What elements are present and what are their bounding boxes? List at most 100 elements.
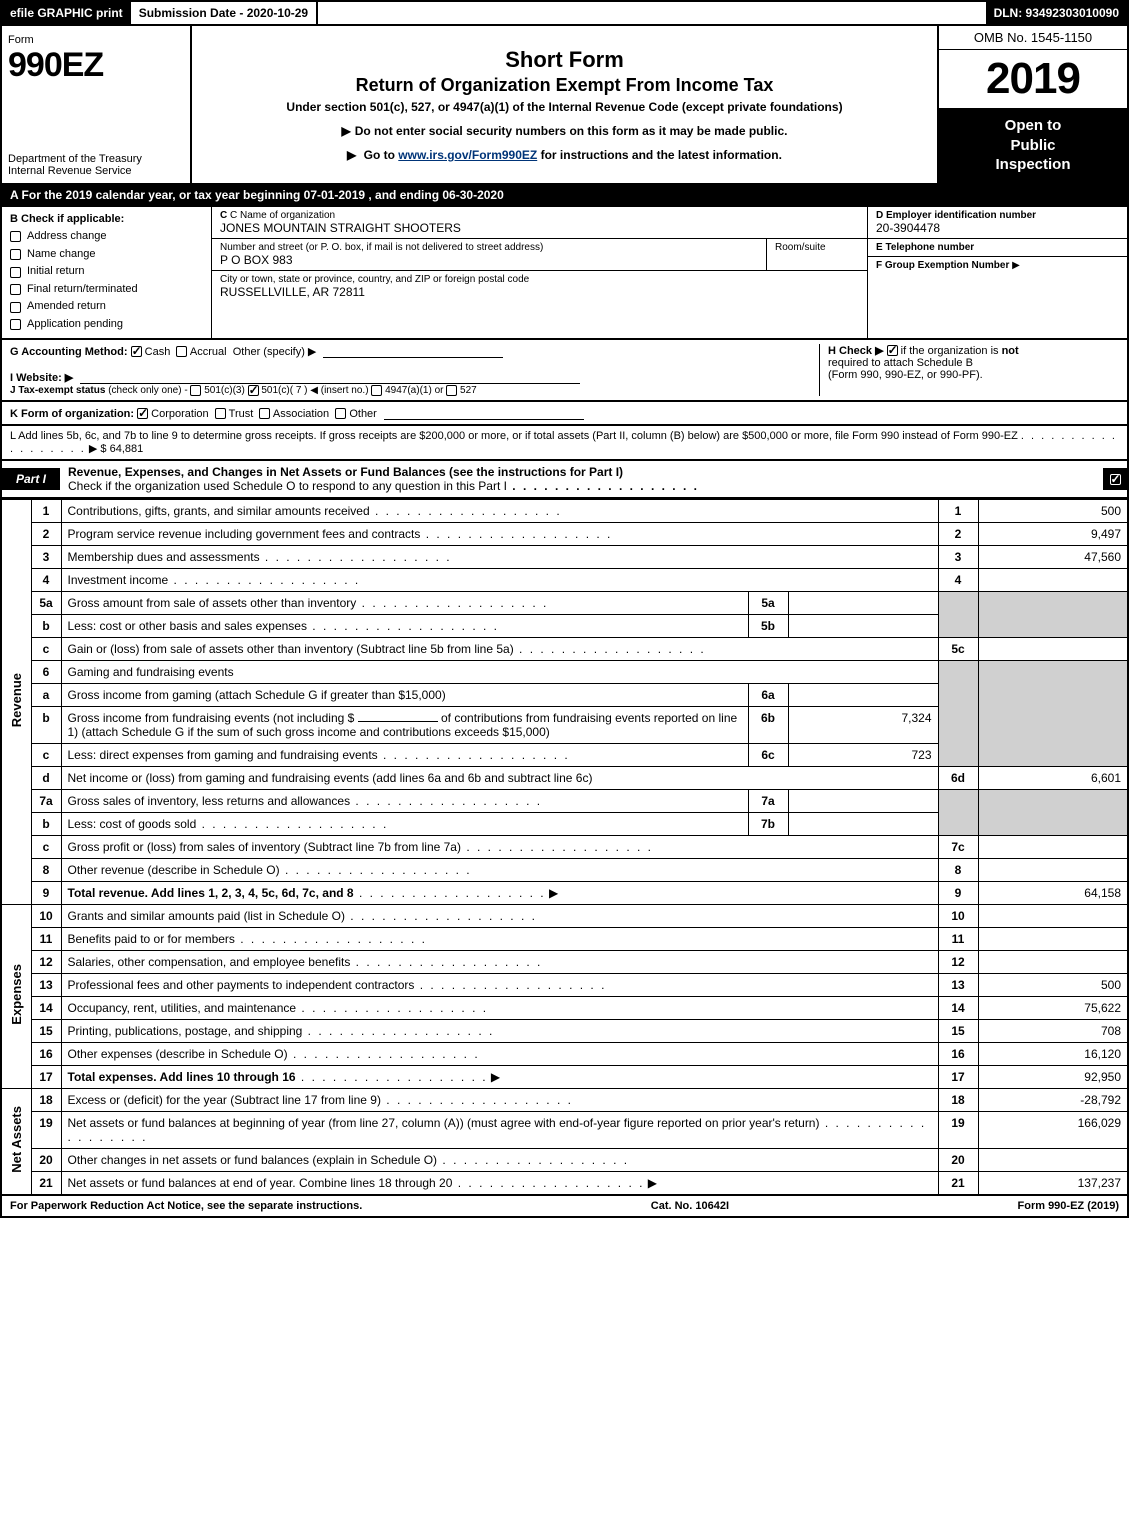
other-specify-input[interactable]	[323, 344, 503, 358]
line-3-col: 3	[938, 545, 978, 568]
h-text2: required to attach Schedule B	[828, 357, 973, 369]
line-7b-box: 7b	[748, 812, 788, 835]
checkbox-initial-return[interactable]	[10, 267, 21, 278]
footer-right: Form 990-EZ (2019)	[1018, 1200, 1120, 1212]
checkbox-name-change[interactable]	[10, 249, 21, 260]
line-7c-desc: Gross profit or (loss) from sales of inv…	[61, 835, 938, 858]
line-7b-boxamt	[788, 812, 938, 835]
label-cash: Cash	[145, 346, 171, 358]
part1-check[interactable]	[1103, 468, 1127, 490]
checkbox-final-return[interactable]	[10, 284, 21, 295]
label-corporation: Corporation	[151, 408, 208, 420]
shade-5b	[978, 591, 1128, 637]
line-17-amt: 92,950	[978, 1065, 1128, 1088]
label-insert-no: ◀ (insert no.)	[310, 385, 368, 396]
line-11-col: 11	[938, 927, 978, 950]
footer: For Paperwork Reduction Act Notice, see …	[0, 1196, 1129, 1218]
note-check-one: (check only one) -	[108, 385, 187, 396]
title-under: Under section 501(c), 527, or 4947(a)(1)…	[202, 100, 927, 114]
line-10-num: 10	[31, 904, 61, 927]
checkbox-trust[interactable]	[215, 408, 226, 419]
box-def: D Employer identification number 20-3904…	[867, 207, 1127, 338]
line-1-col: 1	[938, 499, 978, 522]
line-2-num: 2	[31, 522, 61, 545]
checkbox-accrual[interactable]	[176, 346, 187, 357]
line-16-amt: 16,120	[978, 1042, 1128, 1065]
value-city: RUSSELLVILLE, AR 72811	[220, 285, 859, 299]
line-18-amt: -28,792	[978, 1088, 1128, 1111]
checkbox-association[interactable]	[259, 408, 270, 419]
line-19-num: 19	[31, 1111, 61, 1148]
checkbox-4947[interactable]	[371, 385, 382, 396]
line-2-amt: 9,497	[978, 522, 1128, 545]
line-9-num: 9	[31, 881, 61, 904]
line-10-amt	[978, 904, 1128, 927]
omb-number: OMB No. 1545-1150	[939, 26, 1127, 50]
line-4-desc: Investment income	[61, 568, 938, 591]
header-center: Short Form Return of Organization Exempt…	[192, 26, 937, 183]
line-13-desc: Professional fees and other payments to …	[61, 973, 938, 996]
line-18-desc: Excess or (deficit) for the year (Subtra…	[61, 1088, 938, 1111]
line-18-col: 18	[938, 1088, 978, 1111]
line-7b-num: b	[31, 812, 61, 835]
website-input[interactable]	[80, 370, 580, 384]
line-16-num: 16	[31, 1042, 61, 1065]
other-org-input[interactable]	[384, 406, 584, 420]
line-19-col: 19	[938, 1111, 978, 1148]
line-6c-box: 6c	[748, 743, 788, 766]
line-7a-desc: Gross sales of inventory, less returns a…	[61, 789, 748, 812]
note-ssn: Do not enter social security numbers on …	[202, 124, 927, 138]
line-6d-desc: Net income or (loss) from gaming and fun…	[61, 766, 938, 789]
checkbox-application-pending[interactable]	[10, 319, 21, 330]
checkbox-501c3[interactable]	[190, 385, 201, 396]
checkbox-amended-return[interactable]	[10, 302, 21, 313]
label-initial-return: Initial return	[27, 263, 84, 281]
line-21-amt: 137,237	[978, 1171, 1128, 1195]
line-20-desc: Other changes in net assets or fund bala…	[61, 1148, 938, 1171]
line-19-desc: Net assets or fund balances at beginning…	[61, 1111, 938, 1148]
line-5b-num: b	[31, 614, 61, 637]
line-6d-num: d	[31, 766, 61, 789]
efile-graphic-print[interactable]: efile GRAPHIC print	[2, 2, 131, 24]
label-application-pending: Application pending	[27, 316, 123, 334]
line-8-col: 8	[938, 858, 978, 881]
line-8-num: 8	[31, 858, 61, 881]
line-5c-desc: Gain or (loss) from sale of assets other…	[61, 637, 938, 660]
dln: DLN: 93492303010090	[986, 2, 1127, 24]
checkbox-other-org[interactable]	[335, 408, 346, 419]
title-short-form: Short Form	[202, 47, 927, 73]
checkbox-cash[interactable]	[131, 346, 142, 357]
line-6b-boxamt: 7,324	[788, 706, 938, 743]
h-text3: (Form 990, 990-EZ, or 990-PF).	[828, 369, 983, 381]
form-word: Form	[8, 34, 34, 46]
line-7a-num: 7a	[31, 789, 61, 812]
line-6c-boxamt: 723	[788, 743, 938, 766]
line-7c-num: c	[31, 835, 61, 858]
line-9-amt: 64,158	[978, 881, 1128, 904]
line-6d-amt: 6,601	[978, 766, 1128, 789]
checkbox-address-change[interactable]	[10, 231, 21, 242]
form-header: Form 990EZ Department of the Treasury In…	[0, 26, 1129, 185]
line-17-num: 17	[31, 1065, 61, 1088]
line-3-amt: 47,560	[978, 545, 1128, 568]
label-address-change: Address change	[27, 228, 107, 246]
line-5b-desc: Less: cost or other basis and sales expe…	[61, 614, 748, 637]
checkbox-h[interactable]	[887, 345, 898, 356]
line-21-num: 21	[31, 1171, 61, 1195]
checkbox-corporation[interactable]	[137, 408, 148, 419]
line-7a-boxamt	[788, 789, 938, 812]
box-g: G Accounting Method: Cash Accrual Other …	[10, 344, 819, 396]
label-h-check: H Check ▶	[828, 345, 884, 357]
line-7c-amt	[978, 835, 1128, 858]
line-19-amt: 166,029	[978, 1111, 1128, 1148]
checkbox-501c[interactable]	[248, 385, 259, 396]
footer-left: For Paperwork Reduction Act Notice, see …	[10, 1200, 362, 1212]
line-12-col: 12	[938, 950, 978, 973]
line-14-col: 14	[938, 996, 978, 1019]
irs-link[interactable]: www.irs.gov/Form990EZ	[398, 148, 537, 162]
checkbox-527[interactable]	[446, 385, 457, 396]
open-line2: Public	[1010, 137, 1055, 154]
line-1-amt: 500	[978, 499, 1128, 522]
shade-7b	[978, 789, 1128, 835]
box-b-title: B Check if applicable:	[10, 213, 124, 225]
